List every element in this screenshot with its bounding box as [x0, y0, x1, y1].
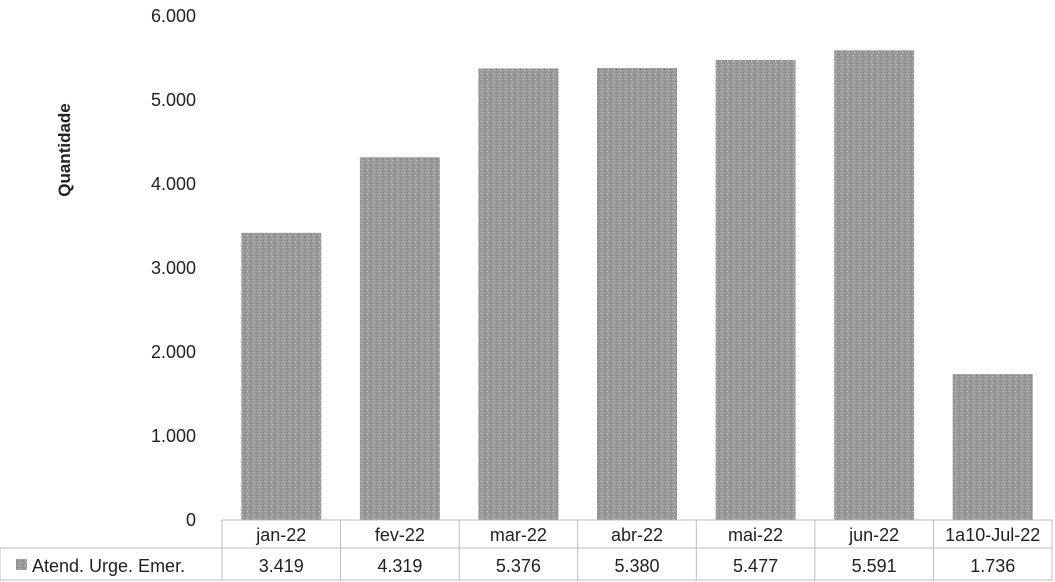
- bars: [241, 50, 1033, 521]
- data-label: 5.477: [733, 556, 778, 576]
- y-tick-label: 5.000: [151, 90, 196, 110]
- data-label: 5.591: [852, 556, 897, 576]
- bar: [834, 50, 915, 521]
- bar: [597, 68, 677, 520]
- y-axis-label: Quantidade: [55, 103, 74, 197]
- x-tick-label: 1a10-Jul-22: [945, 525, 1040, 545]
- data-label: 5.380: [614, 556, 659, 576]
- y-tick-label: 4.000: [151, 174, 196, 194]
- data-table: jan-22 fev-22 mar-22 abr-22 mai-22 jun-22 1a10…: [0, 519, 1053, 581]
- data-label: 4.319: [377, 556, 422, 576]
- y-tick-label: 6.000: [151, 6, 196, 26]
- y-tick-label: 3.000: [151, 258, 196, 278]
- y-tick-label: 1.000: [151, 426, 196, 446]
- x-tick-label: jun-22: [848, 525, 899, 545]
- data-label: 5.376: [496, 556, 541, 576]
- bar: [715, 59, 796, 520]
- x-tick-label: jan-22: [255, 525, 306, 545]
- bar: [241, 232, 322, 520]
- x-tick-label: abr-22: [611, 525, 663, 545]
- bar: [952, 374, 1033, 520]
- x-tick-label: fev-22: [375, 525, 425, 545]
- legend-swatch: [16, 559, 27, 570]
- bar: [359, 157, 440, 521]
- data-label: 1.736: [970, 556, 1015, 576]
- bar: [478, 68, 559, 520]
- y-tick-label: 0: [186, 510, 196, 530]
- data-label: 3.419: [259, 556, 304, 576]
- x-tick-label: mai-22: [728, 525, 783, 545]
- legend-entry: Atend. Urge. Emer.: [32, 556, 185, 576]
- y-tick-label: 2.000: [151, 342, 196, 362]
- y-axis: 0 1.000 2.000 3.000 4.000 5.000 6.000: [151, 6, 196, 530]
- x-tick-label: mar-22: [490, 525, 547, 545]
